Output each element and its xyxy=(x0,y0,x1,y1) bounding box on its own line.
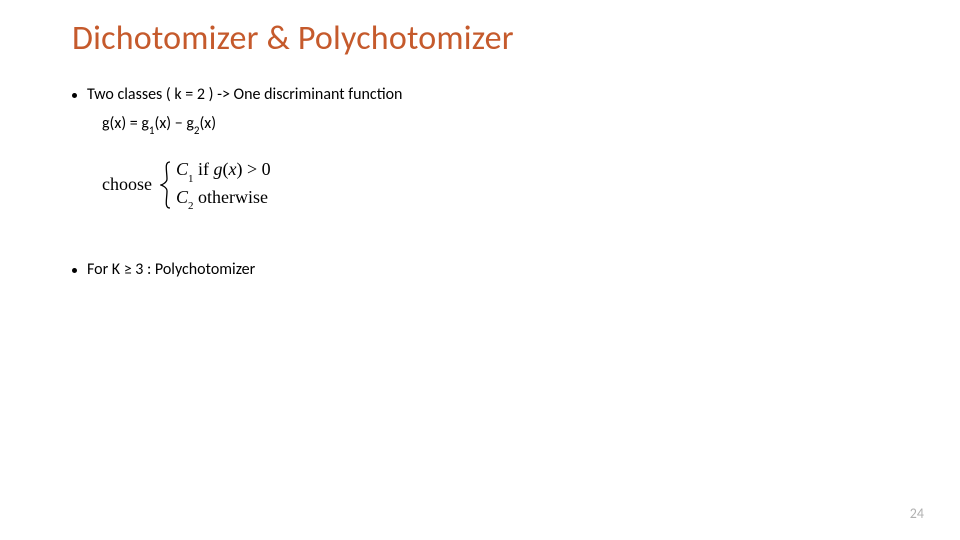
case-row: C2 otherwise xyxy=(176,185,271,212)
case-c: C xyxy=(176,159,188,179)
page-number: 24 xyxy=(910,505,924,522)
bullet-item: For K ≥ 3 : Polychotomizer xyxy=(72,260,900,279)
choose-label: choose xyxy=(102,174,152,195)
case-otherwise: otherwise xyxy=(194,187,268,207)
case-c: C xyxy=(176,187,188,207)
left-brace-icon xyxy=(160,161,172,209)
case-csub: 2 xyxy=(188,200,194,212)
eq-part: g(x) = g xyxy=(102,114,149,133)
bullet-dot-icon xyxy=(72,93,77,98)
case-if: if xyxy=(194,159,214,179)
case-x: x xyxy=(229,159,237,179)
case-gt: > 0 xyxy=(243,159,271,179)
slide: Dichotomizer & Polychotomizer Two classe… xyxy=(0,0,960,540)
slide-title: Dichotomizer & Polychotomizer xyxy=(72,18,900,59)
bullet-item: Two classes ( k = 2 ) -> One discriminan… xyxy=(72,85,900,104)
bullet-text: For K ≥ 3 : Polychotomizer xyxy=(87,260,900,279)
bullet-text: Two classes ( k = 2 ) -> One discriminan… xyxy=(87,85,900,104)
discriminant-equation: g(x) = g1(x) − g2(x) xyxy=(102,114,900,135)
eq-subscript: 2 xyxy=(194,124,200,137)
case-csub: 1 xyxy=(188,173,194,185)
slide-body: Two classes ( k = 2 ) -> One discriminan… xyxy=(72,85,900,279)
eq-subscript: 1 xyxy=(149,124,155,137)
choose-formula: choose C1 if g(x) > 0 C2 otherwise xyxy=(102,157,900,212)
cases-block: C1 if g(x) > 0 C2 otherwise xyxy=(176,157,271,212)
case-row: C1 if g(x) > 0 xyxy=(176,157,271,184)
eq-part: (x) xyxy=(199,114,216,133)
eq-part: (x) − g xyxy=(154,114,193,133)
case-g: g xyxy=(214,159,223,179)
bullet-dot-icon xyxy=(72,268,77,273)
